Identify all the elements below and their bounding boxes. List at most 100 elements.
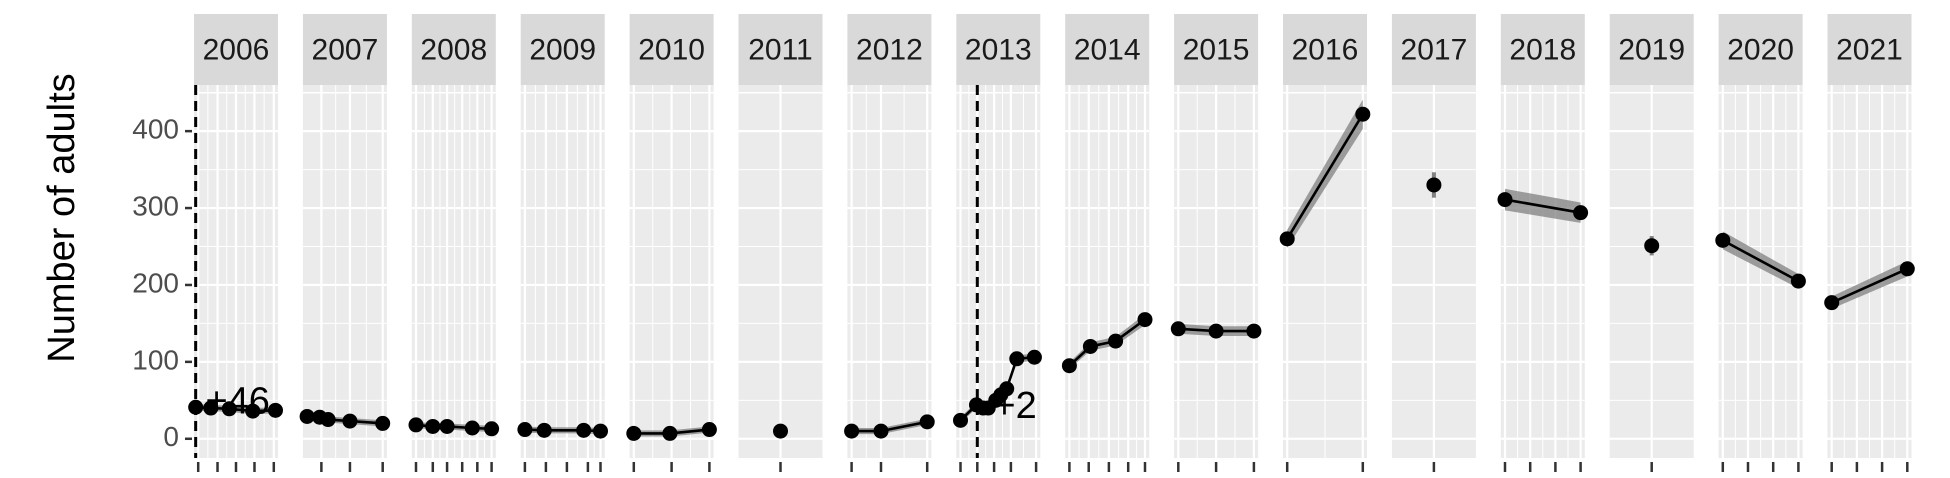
facet-strip (1500, 14, 1585, 85)
facet-strip-label: 2017 (1401, 33, 1468, 66)
facet-strip (956, 14, 1041, 85)
data-point (873, 423, 889, 439)
data-point (375, 415, 391, 431)
data-point (1824, 295, 1840, 311)
series-line (524, 428, 601, 433)
data-point (1108, 333, 1124, 349)
data-point (626, 425, 642, 441)
facet-strip-label: 2009 (529, 33, 596, 66)
facet-panel-2014: 2014 (1061, 14, 1153, 472)
change-annotation: +2 (993, 385, 1036, 427)
data-point (439, 418, 455, 434)
facet-strip-label: 2010 (638, 33, 705, 66)
data-point (1715, 232, 1731, 248)
facet-strip (302, 14, 387, 85)
y-axis-title-group: Number of adults (41, 73, 83, 362)
facet-panel-2009: 2009 (517, 14, 608, 472)
facet-strip (1827, 14, 1912, 85)
facet-strip-label: 2018 (1509, 33, 1576, 66)
facet-panel-2015: 2015 (1170, 14, 1262, 472)
data-point (999, 381, 1015, 397)
facet-panel-2010: 2010 (626, 14, 717, 472)
facet-panel-2019: 2019 (1609, 14, 1694, 472)
change-annotation: +46 (205, 380, 269, 422)
data-point (267, 402, 283, 418)
data-point (953, 412, 968, 428)
data-point (1497, 192, 1513, 208)
facet-strip (1718, 14, 1803, 85)
panel-background (411, 85, 496, 458)
data-point (203, 400, 219, 416)
y-tick-label: 300 (132, 190, 179, 221)
data-point (844, 423, 860, 439)
data-point (1026, 349, 1042, 365)
data-point (1061, 358, 1077, 374)
data-point (484, 421, 500, 437)
facet-strip-label: 2019 (1618, 33, 1685, 66)
facet-strip-label: 2012 (856, 33, 923, 66)
data-point (1137, 312, 1153, 328)
series-line (1068, 318, 1146, 367)
data-point (1355, 106, 1371, 122)
facet-strip (1174, 14, 1259, 85)
data-point (919, 414, 935, 430)
facet-strip-label: 2011 (748, 33, 813, 66)
facet-strip (411, 14, 496, 85)
data-point (1208, 323, 1224, 339)
data-point (593, 423, 608, 439)
y-tick-label: 0 (163, 421, 179, 452)
data-point (517, 422, 533, 438)
facet-strip (1065, 14, 1150, 85)
data-point (536, 422, 552, 438)
facet-strip-label: 2021 (1836, 33, 1903, 66)
facet-strip (1609, 14, 1694, 85)
facet-strip-label: 2008 (420, 33, 487, 66)
series-line (1504, 198, 1581, 214)
facet-strip (194, 14, 278, 85)
facet-strip-label: 2015 (1183, 33, 1250, 66)
panel-background (847, 85, 932, 458)
facet-strip-label: 2006 (203, 33, 270, 66)
facet-strip-label: 2007 (312, 33, 379, 66)
facet-strip-label: 2013 (965, 33, 1032, 66)
data-point (1573, 205, 1589, 221)
y-axis: 0 100 200 300 400 (132, 114, 192, 452)
data-point (662, 425, 678, 441)
facet-panel-2012: 2012 (844, 14, 935, 472)
facet-panel-2013: 2013 +2 (953, 14, 1042, 472)
facet-strip (738, 14, 823, 85)
y-tick-label: 100 (132, 344, 179, 375)
data-point (425, 418, 441, 434)
data-point (1644, 238, 1660, 254)
data-point (320, 412, 336, 428)
data-point (245, 403, 261, 419)
data-point (1082, 338, 1098, 354)
facet-panel-2021: 2021 (1824, 14, 1915, 472)
data-point (1790, 273, 1806, 289)
data-point (701, 422, 717, 438)
y-tick-label: 400 (132, 114, 179, 145)
series-line (1831, 267, 1908, 304)
facet-panel-2016: 2016 (1279, 14, 1371, 472)
data-point (576, 422, 592, 438)
panel-background (302, 85, 387, 458)
facet-panel-2017: 2017 (1391, 14, 1476, 472)
data-point (342, 413, 358, 429)
y-tick-label: 200 (132, 267, 179, 298)
data-point (1279, 231, 1295, 247)
series-line (1722, 239, 1800, 283)
facet-strip-label: 2020 (1727, 33, 1794, 66)
series-line (1286, 113, 1364, 240)
data-point (1170, 321, 1186, 337)
facet-panel-2008: 2008 (408, 14, 500, 472)
facet-panel-2018: 2018 (1497, 14, 1589, 472)
facet-panel-2007: 2007 (299, 14, 391, 472)
data-point (1246, 323, 1262, 339)
facet-panel-2020: 2020 (1715, 14, 1806, 472)
data-point (773, 423, 788, 439)
confidence-ribbon (1287, 99, 1363, 248)
facet-strip-label: 2016 (1292, 33, 1359, 66)
data-point (1899, 261, 1915, 277)
